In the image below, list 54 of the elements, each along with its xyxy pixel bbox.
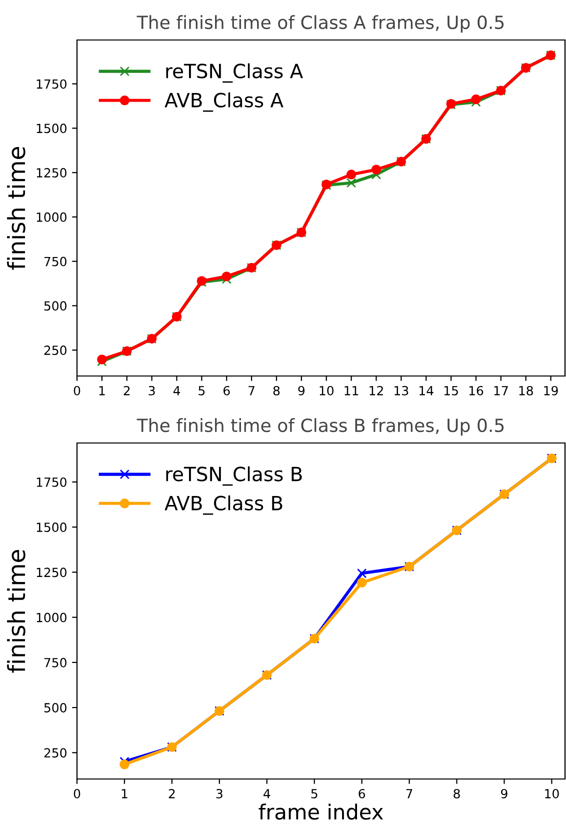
x-tick-label: 5 bbox=[311, 789, 318, 798]
x-tick-label: 6 bbox=[358, 788, 366, 798]
y-tick-label: 750 bbox=[44, 256, 66, 266]
x-axis-title: frame index bbox=[258, 804, 384, 820]
x-tick-label: 4 bbox=[264, 789, 270, 798]
x-tick-label: 14 bbox=[420, 386, 434, 396]
y-tick-label: 1500 bbox=[36, 124, 66, 134]
x-tick-label: 11 bbox=[344, 386, 358, 396]
legend-label: reTSN_Class B bbox=[166, 466, 302, 486]
x-tick-label: 15 bbox=[444, 386, 458, 396]
y-tick-label: 500 bbox=[44, 703, 66, 712]
chart-title: The finish time of Class B frames, Up 0.5 bbox=[136, 418, 504, 436]
x-tick-label: 8 bbox=[273, 386, 280, 396]
x-tick-label: 7 bbox=[406, 789, 412, 798]
x-tick-label: 7 bbox=[248, 386, 254, 396]
x-tick-label: 12 bbox=[370, 386, 383, 396]
x-tick-label: 10 bbox=[320, 386, 334, 396]
x-tick-label: 1 bbox=[122, 789, 128, 798]
x-tick-label: 6 bbox=[224, 386, 230, 396]
y-tick-label: 250 bbox=[44, 748, 66, 758]
x-tick-label: 0 bbox=[74, 386, 80, 396]
x-tick-label: 1 bbox=[99, 386, 105, 396]
y-tick-label: 1500 bbox=[36, 522, 66, 532]
y-tick-label: 1750 bbox=[36, 79, 66, 89]
legend-label: AVB_Class B bbox=[164, 495, 282, 515]
x-tick-label: 19 bbox=[544, 386, 558, 396]
x-tick-label: 9 bbox=[298, 386, 305, 396]
x-tick-label: 2 bbox=[124, 386, 130, 396]
x-tick-label: 18 bbox=[519, 386, 533, 396]
x-tick-label: 10 bbox=[545, 788, 559, 798]
x-tick-label: 16 bbox=[469, 386, 484, 396]
x-tick-label: 9 bbox=[501, 788, 508, 798]
x-tick-label: 8 bbox=[454, 788, 460, 798]
y-tick-label: 250 bbox=[44, 346, 66, 356]
x-tick-label: 4 bbox=[173, 386, 180, 396]
chart-title: The finish time of Class A frames, Up 0.5 bbox=[136, 15, 504, 33]
y-tick-label: 500 bbox=[44, 301, 66, 311]
x-tick-label: 13 bbox=[394, 386, 408, 396]
x-tick-label: 3 bbox=[216, 788, 222, 798]
y-tick-label: 1750 bbox=[36, 477, 66, 487]
x-tick-label: 5 bbox=[198, 386, 205, 396]
x-tick-label: 17 bbox=[494, 386, 508, 396]
y-tick-label: 1250 bbox=[36, 168, 66, 178]
legend-label: AVB_Class A bbox=[164, 92, 284, 112]
y-tick-label: 1000 bbox=[36, 612, 66, 622]
y-axis-title: finish time bbox=[7, 550, 26, 673]
x-tick-label: 3 bbox=[148, 386, 155, 396]
legend-label: reTSN_Class A bbox=[166, 63, 303, 83]
y-tick-label: 750 bbox=[44, 658, 66, 668]
y-tick-label: 1250 bbox=[36, 568, 66, 578]
y-axis-title: finish time bbox=[7, 146, 26, 270]
x-tick-label: 0 bbox=[74, 788, 80, 798]
y-tick-label: 1000 bbox=[36, 212, 66, 222]
x-tick-label: 2 bbox=[168, 788, 175, 798]
